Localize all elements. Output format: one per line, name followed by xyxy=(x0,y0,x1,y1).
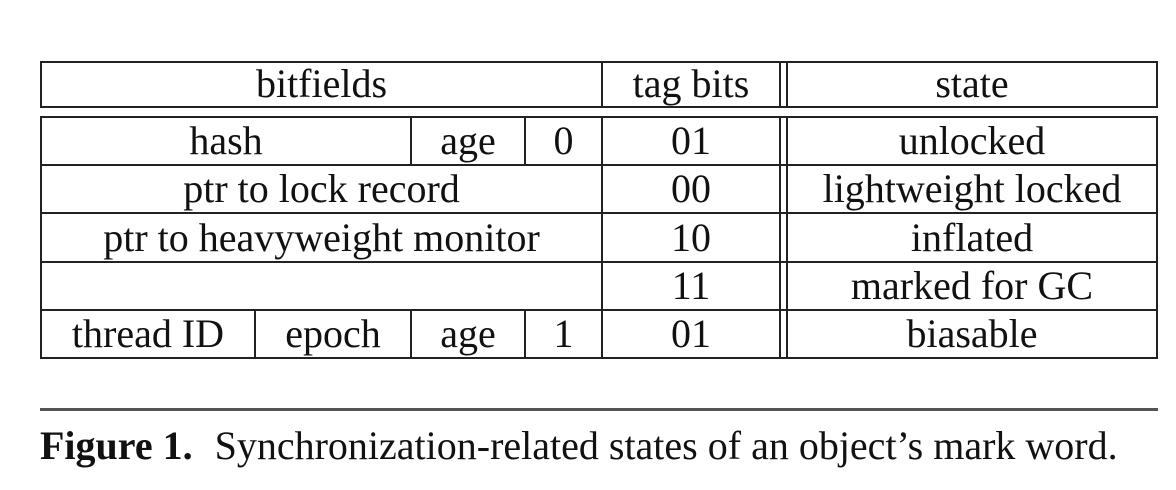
figure-caption-text: Synchronization-related states of an obj… xyxy=(214,423,1118,468)
cell-age: age xyxy=(440,311,496,356)
cell-bias-bit: 0 xyxy=(553,118,574,163)
header-state: state xyxy=(935,61,1009,106)
row1-divider-bit xyxy=(524,116,526,166)
body-divider-state-b xyxy=(786,116,788,359)
caption-rule xyxy=(40,408,1158,411)
row5-divider-bit xyxy=(524,309,526,359)
header-bitfields: bitfields xyxy=(255,61,388,106)
cell-bias-bit: 1 xyxy=(553,311,574,356)
body-divider-tag xyxy=(601,116,603,359)
header-left-border xyxy=(40,61,42,108)
cell-bitfields xyxy=(42,263,601,309)
header-top-border xyxy=(40,61,1158,63)
cell-tag-bits: 11 xyxy=(671,263,711,308)
cell-state: biasable xyxy=(906,311,1038,356)
cell-tag-bits: 01 xyxy=(671,118,711,163)
row1-divider-age xyxy=(410,116,412,166)
cell-state: marked for GC xyxy=(850,263,1094,308)
figure-caption: Figure 1. Synchronization-related states … xyxy=(40,420,1160,472)
header-bottom-border xyxy=(40,106,1158,108)
cell-bitfields: ptr to lock record xyxy=(183,166,460,211)
cell-age: age xyxy=(440,118,496,163)
header-divider-state-b xyxy=(786,61,788,108)
cell-epoch: epoch xyxy=(285,311,381,356)
header-divider-tag xyxy=(601,61,603,108)
cell-thread-id: thread ID xyxy=(71,311,225,356)
row-separator-1 xyxy=(40,164,1158,166)
header-right-border xyxy=(1156,61,1158,108)
body-divider-state-a xyxy=(779,116,781,359)
body-right-border xyxy=(1156,116,1158,359)
row5-divider-age xyxy=(410,309,412,359)
cell-state: unlocked xyxy=(898,118,1046,163)
row-separator-4 xyxy=(40,309,1158,311)
row-separator-3 xyxy=(40,261,1158,263)
cell-hash: hash xyxy=(189,118,263,163)
cell-state: lightweight locked xyxy=(822,166,1122,211)
body-bottom-border xyxy=(40,357,1158,359)
row5-divider-epoch xyxy=(254,309,256,359)
cell-state: inflated xyxy=(910,214,1034,260)
body-left-border xyxy=(40,116,42,359)
cell-bitfields: ptr to heavyweight monitor xyxy=(103,214,540,260)
row-separator-2 xyxy=(40,212,1158,214)
figure-label: Figure 1. xyxy=(40,423,193,468)
cell-tag-bits: 01 xyxy=(671,311,711,356)
cell-tag-bits: 10 xyxy=(671,214,711,260)
header-tag-bits: tag bits xyxy=(632,61,750,106)
header-divider-state-a xyxy=(779,61,781,108)
body-top-border xyxy=(40,116,1158,118)
cell-tag-bits: 00 xyxy=(671,166,711,211)
